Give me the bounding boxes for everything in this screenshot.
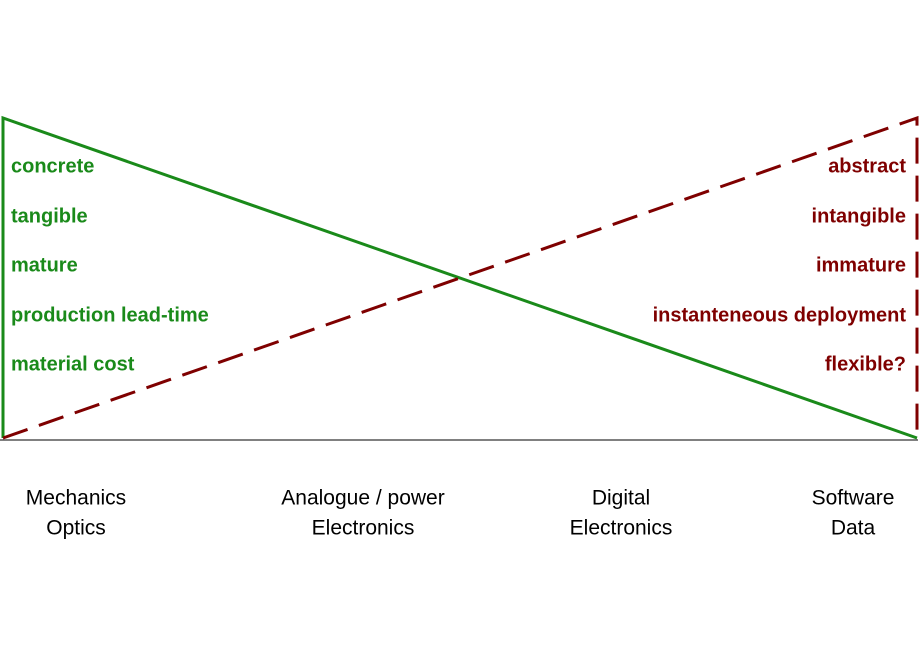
domain-label: Software xyxy=(812,487,895,510)
left-attribute: tangible xyxy=(11,205,88,227)
right-attribute: instanteneous deployment xyxy=(653,304,907,326)
domain-label: Digital xyxy=(592,487,650,510)
left-attribute: mature xyxy=(11,254,78,276)
left-attribute: concrete xyxy=(11,155,94,177)
right-attribute: abstract xyxy=(828,155,906,177)
right-attribute: immature xyxy=(816,254,906,276)
labels: concrete tangible mature production lead-ti… xyxy=(11,155,906,539)
domain-label: Optics xyxy=(46,517,106,540)
domain-label: Analogue / power xyxy=(281,487,444,510)
domain-label: Mechanics xyxy=(26,487,126,510)
left-attribute: material cost xyxy=(11,353,135,375)
domain-label: Electronics xyxy=(312,517,415,540)
left-attribute: production lead-time xyxy=(11,304,209,326)
right-attribute: flexible? xyxy=(825,353,906,375)
domain-label: Electronics xyxy=(570,517,673,540)
green-wedge xyxy=(1,115,918,440)
domain-label: Data xyxy=(831,517,876,540)
red-wedge xyxy=(2,115,919,440)
right-attribute: intangible xyxy=(812,205,906,227)
